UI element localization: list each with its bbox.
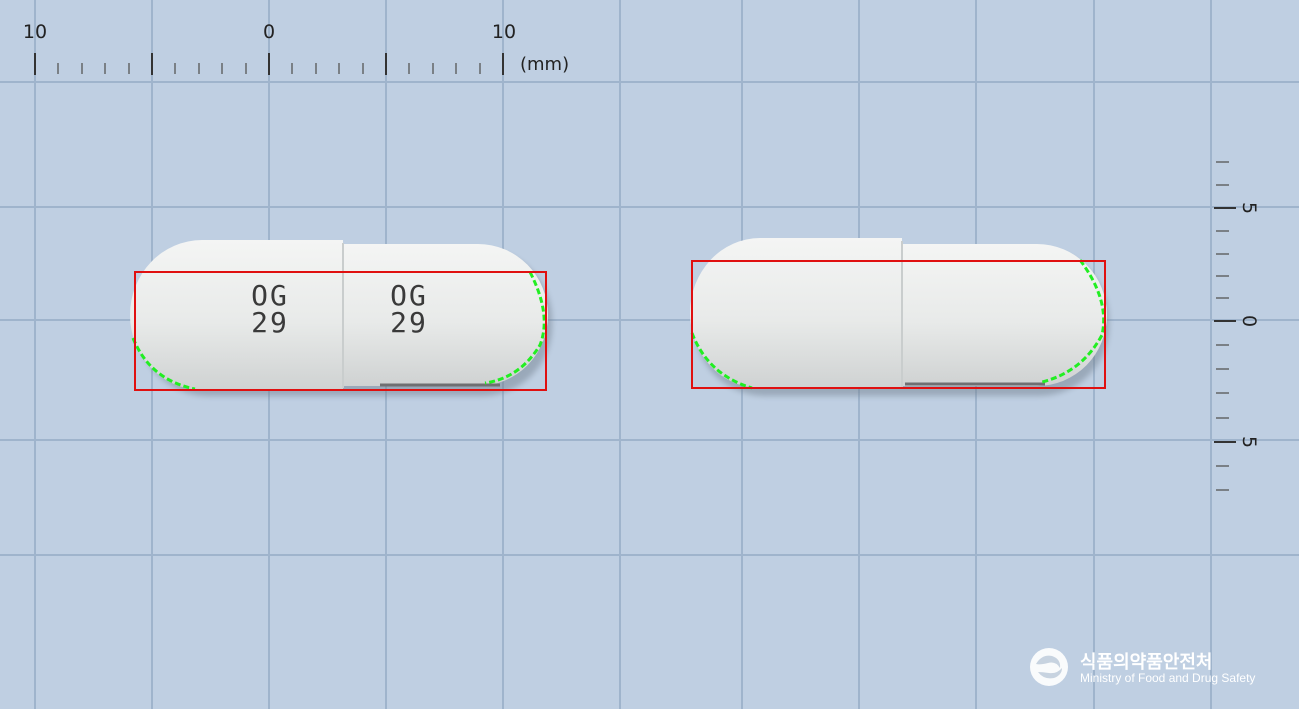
right-ruler: 5 0 5: [1214, 161, 1260, 491]
capsule-front-imprint-right-line2: 29: [390, 306, 428, 339]
top-ruler-unit: (mm): [520, 54, 569, 75]
top-ruler-label-left: 10: [23, 21, 47, 43]
mfds-name-korean: 식품의약품안전처: [1080, 652, 1213, 673]
right-ruler-label-top: 5: [1238, 202, 1260, 214]
mfds-name-english: Ministry of Food and Drug Safety: [1080, 671, 1256, 685]
capsule-front-imprint-right-line1: OG: [390, 279, 428, 312]
capsule-front-imprint-left-line2: 29: [251, 306, 289, 339]
mfds-logo: 식품의약품안전처 Ministry of Food and Drug Safet…: [1028, 646, 1288, 692]
top-ruler: 10 0 10 (mm): [23, 21, 569, 75]
right-ruler-label-zero: 0: [1238, 315, 1260, 327]
capsule-front: OG 29 OG 29: [130, 240, 552, 396]
capsule-back-bounding-box: [691, 260, 1106, 389]
capsule-front-bounding-box: [134, 271, 547, 391]
capsule-front-imprint-left-line1: OG: [251, 279, 289, 312]
capsule-back: [690, 238, 1109, 396]
mfds-emblem-icon: [1030, 648, 1068, 686]
top-ruler-label-right: 10: [492, 21, 516, 43]
right-ruler-label-bottom: 5: [1238, 436, 1260, 448]
top-ruler-label-zero: 0: [263, 21, 275, 43]
